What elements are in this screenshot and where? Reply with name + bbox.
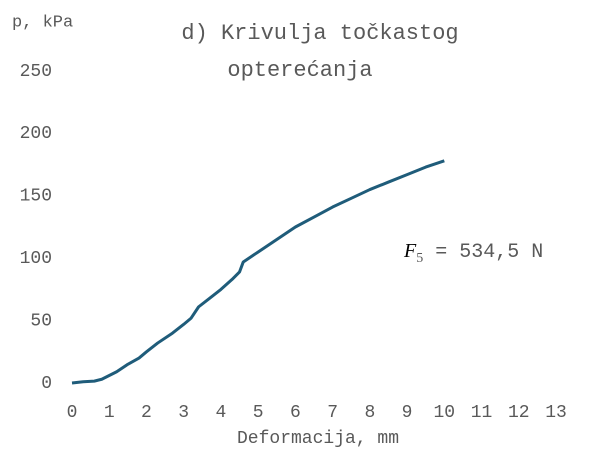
x-tick-label: 1 [104, 403, 115, 423]
y-tick-label: 0 [41, 374, 52, 394]
x-tick-label: 11 [471, 403, 493, 423]
x-tick-label: 6 [290, 403, 301, 423]
x-tick-label: 4 [216, 403, 227, 423]
x-tick-label: 9 [402, 403, 413, 423]
y-tick-label: 250 [20, 62, 52, 82]
x-tick-label: 3 [178, 403, 189, 423]
y-tick-label: 150 [20, 187, 52, 207]
data-line [71, 159, 445, 385]
x-axis-label: Deformacija, mm [237, 429, 399, 449]
x-tick-label: 0 [67, 403, 78, 423]
y-tick-label: 50 [30, 311, 52, 331]
annotation-text: = 534,5 N [435, 241, 543, 264]
y-tick-label: 200 [20, 124, 52, 144]
x-tick-label: 8 [364, 403, 375, 423]
annotation-subscript: 5 [416, 251, 423, 266]
x-tick-label: 10 [434, 403, 456, 423]
x-tick-label: 13 [545, 403, 567, 423]
x-tick-label: 7 [327, 403, 338, 423]
x-tick-label: 2 [141, 403, 152, 423]
annotation-symbol: F [403, 240, 417, 262]
chart-title: d) Krivulja točkastog [181, 21, 458, 46]
annotation: F5 = 534,5 N [403, 240, 543, 267]
x-tick-label: 12 [508, 403, 530, 423]
chart-title: opterećanja [227, 58, 372, 83]
y-tick-label: 100 [20, 249, 52, 269]
x-tick-label: 5 [253, 403, 264, 423]
y-axis-label: p, kPa [12, 13, 73, 32]
